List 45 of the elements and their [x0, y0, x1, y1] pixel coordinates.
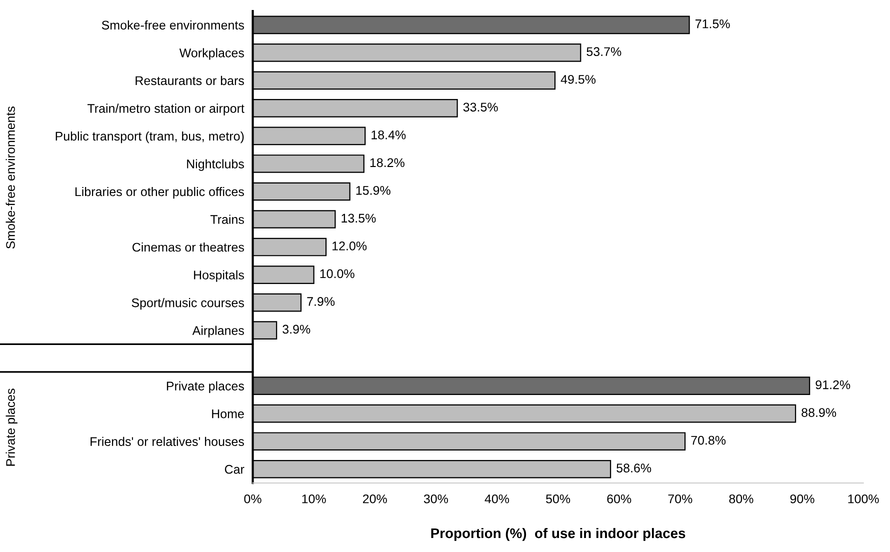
data-label: 53.7%	[586, 47, 622, 56]
data-label: 49.5%	[560, 74, 596, 84]
x-tick-label: 80%	[729, 494, 754, 504]
y-tick-label: Train/metro station or airport	[87, 104, 244, 116]
x-tick-label: 30%	[424, 494, 448, 504]
y-tick-label: Libraries or other public offices	[75, 186, 244, 199]
x-tick-label: 40%	[484, 494, 510, 504]
data-label: 18.4%	[372, 130, 406, 140]
data-label: 33.5%	[463, 102, 498, 112]
x-tick-label: 50%	[546, 494, 570, 504]
y-tick-label: Public transport (tram, bus, metro)	[56, 131, 244, 144]
x-axis-title: Proportion (%) of use in indoor places	[431, 528, 686, 541]
x-tick-label: 60%	[607, 494, 632, 504]
y-tick-label: Private places	[166, 381, 244, 393]
data-label: 70.8%	[691, 436, 726, 445]
y-tick-label: Workplaces	[179, 48, 244, 60]
data-label: 12.0%	[332, 242, 367, 250]
x-tick-label: 20%	[362, 494, 387, 504]
text: Private places	[6, 388, 18, 466]
x-tick-label: 0%	[244, 494, 262, 504]
data-label: 10.0%	[320, 269, 354, 278]
y-tick-label: Airplanes	[192, 326, 244, 338]
y-tick-label: Trains	[210, 214, 244, 224]
y-tick-label: Hospitals	[194, 270, 244, 282]
y-tick-label: Home	[212, 410, 244, 418]
data-label: 91.2%	[816, 380, 850, 390]
x-tick-label: 70%	[668, 494, 692, 504]
x-tick-label: 100%	[848, 494, 879, 504]
x-tick-label: 90%	[790, 494, 814, 504]
y-tick-label: Car	[224, 464, 244, 474]
y-tick-label: Smoke-free environments	[102, 20, 244, 30]
y-tick-label: Cinemas or theatres	[132, 242, 244, 252]
data-label: 15.9%	[356, 186, 390, 195]
data-label: 58.6%	[616, 464, 652, 472]
data-label: 13.5%	[342, 214, 376, 223]
data-label: 71.5%	[695, 19, 730, 28]
y-tick-label: Restaurants or bars	[136, 76, 244, 86]
data-label: 3.9%	[282, 324, 310, 334]
data-label: 88.9%	[802, 408, 836, 417]
y-tick-label: Sport/music courses	[132, 298, 244, 310]
y-tick-label: Nightclubs	[187, 159, 244, 171]
x-tick-label: 10%	[302, 494, 326, 504]
data-label: 7.9%	[307, 297, 335, 306]
data-label: 18.2%	[370, 158, 404, 168]
y-tick-label: Friends' or relatives' houses	[90, 436, 244, 446]
